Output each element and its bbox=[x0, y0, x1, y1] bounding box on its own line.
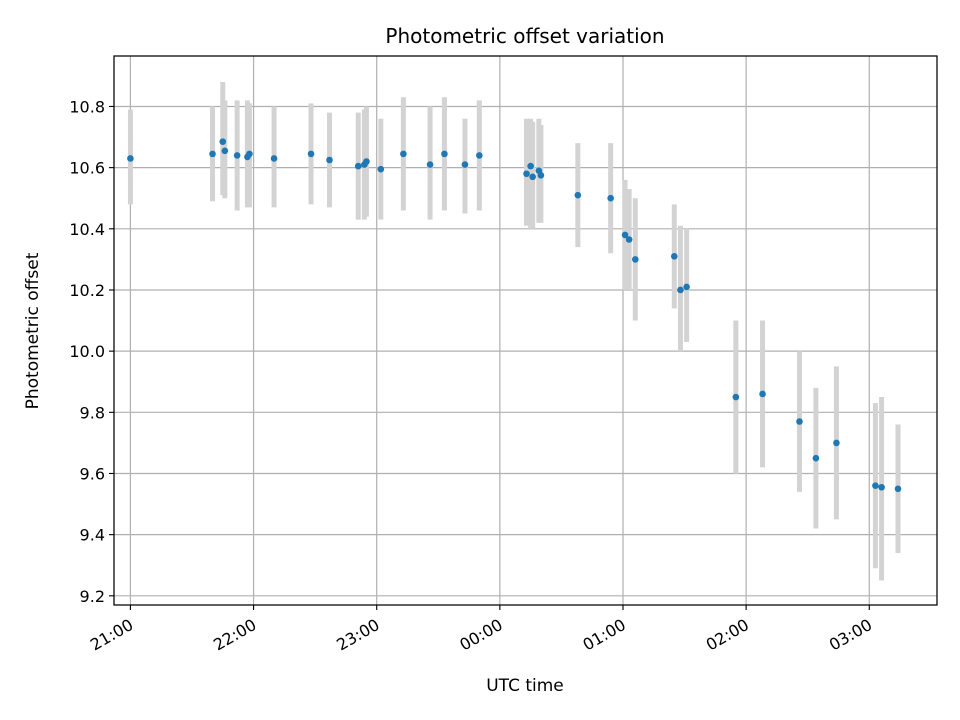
data-point bbox=[461, 161, 469, 168]
data-point bbox=[307, 150, 315, 158]
data-point bbox=[127, 155, 134, 162]
y-tick-label: 9.4 bbox=[80, 526, 105, 545]
y-tick-label: 10.8 bbox=[69, 97, 105, 116]
data-point bbox=[476, 152, 483, 159]
data-point bbox=[732, 393, 740, 401]
y-tick-label: 9.8 bbox=[80, 403, 105, 422]
data-point bbox=[426, 161, 434, 168]
data-point bbox=[529, 173, 536, 181]
data-point bbox=[670, 253, 678, 260]
y-tick-label: 9.2 bbox=[80, 587, 105, 606]
data-point bbox=[537, 171, 545, 179]
data-point bbox=[812, 454, 820, 462]
data-point bbox=[625, 236, 633, 243]
data-point bbox=[872, 482, 879, 490]
data-point bbox=[632, 256, 639, 263]
y-axis-ticks: 9.2 9.4 9.6 9.8 10.0 10.2 10.4 10.6 10.8 bbox=[69, 97, 114, 606]
data-point bbox=[523, 170, 530, 178]
data-point bbox=[621, 231, 629, 239]
data-point bbox=[677, 286, 684, 294]
y-tick-label: 10.4 bbox=[69, 220, 105, 239]
data-point bbox=[878, 483, 885, 491]
data-point bbox=[377, 165, 385, 173]
chart-title: Photometric offset variation bbox=[385, 24, 664, 48]
data-point bbox=[441, 150, 448, 158]
y-tick-label: 9.6 bbox=[80, 464, 105, 483]
data-point bbox=[400, 150, 407, 158]
y-axis-label: Photometric offset bbox=[23, 252, 43, 409]
data-point bbox=[326, 156, 333, 164]
data-points bbox=[127, 138, 902, 493]
x-axis-label: UTC time bbox=[486, 676, 564, 696]
data-point bbox=[894, 485, 902, 493]
data-point bbox=[683, 283, 690, 291]
data-point bbox=[527, 162, 534, 170]
data-point bbox=[270, 155, 278, 162]
data-point bbox=[759, 390, 766, 398]
data-point bbox=[796, 418, 803, 425]
data-point bbox=[221, 147, 229, 155]
data-point bbox=[607, 194, 614, 202]
grid-lines bbox=[114, 56, 937, 605]
y-tick-label: 10.2 bbox=[69, 281, 105, 300]
y-tick-label: 10.6 bbox=[69, 159, 105, 178]
data-point bbox=[363, 158, 370, 165]
data-point bbox=[219, 138, 227, 145]
plot-frame bbox=[113, 55, 938, 606]
data-point bbox=[233, 152, 241, 159]
data-point bbox=[833, 439, 840, 447]
data-point bbox=[246, 150, 253, 158]
data-point bbox=[209, 150, 216, 158]
y-tick-label: 10.0 bbox=[69, 342, 105, 361]
data-point bbox=[354, 162, 362, 170]
data-point bbox=[574, 191, 582, 199]
